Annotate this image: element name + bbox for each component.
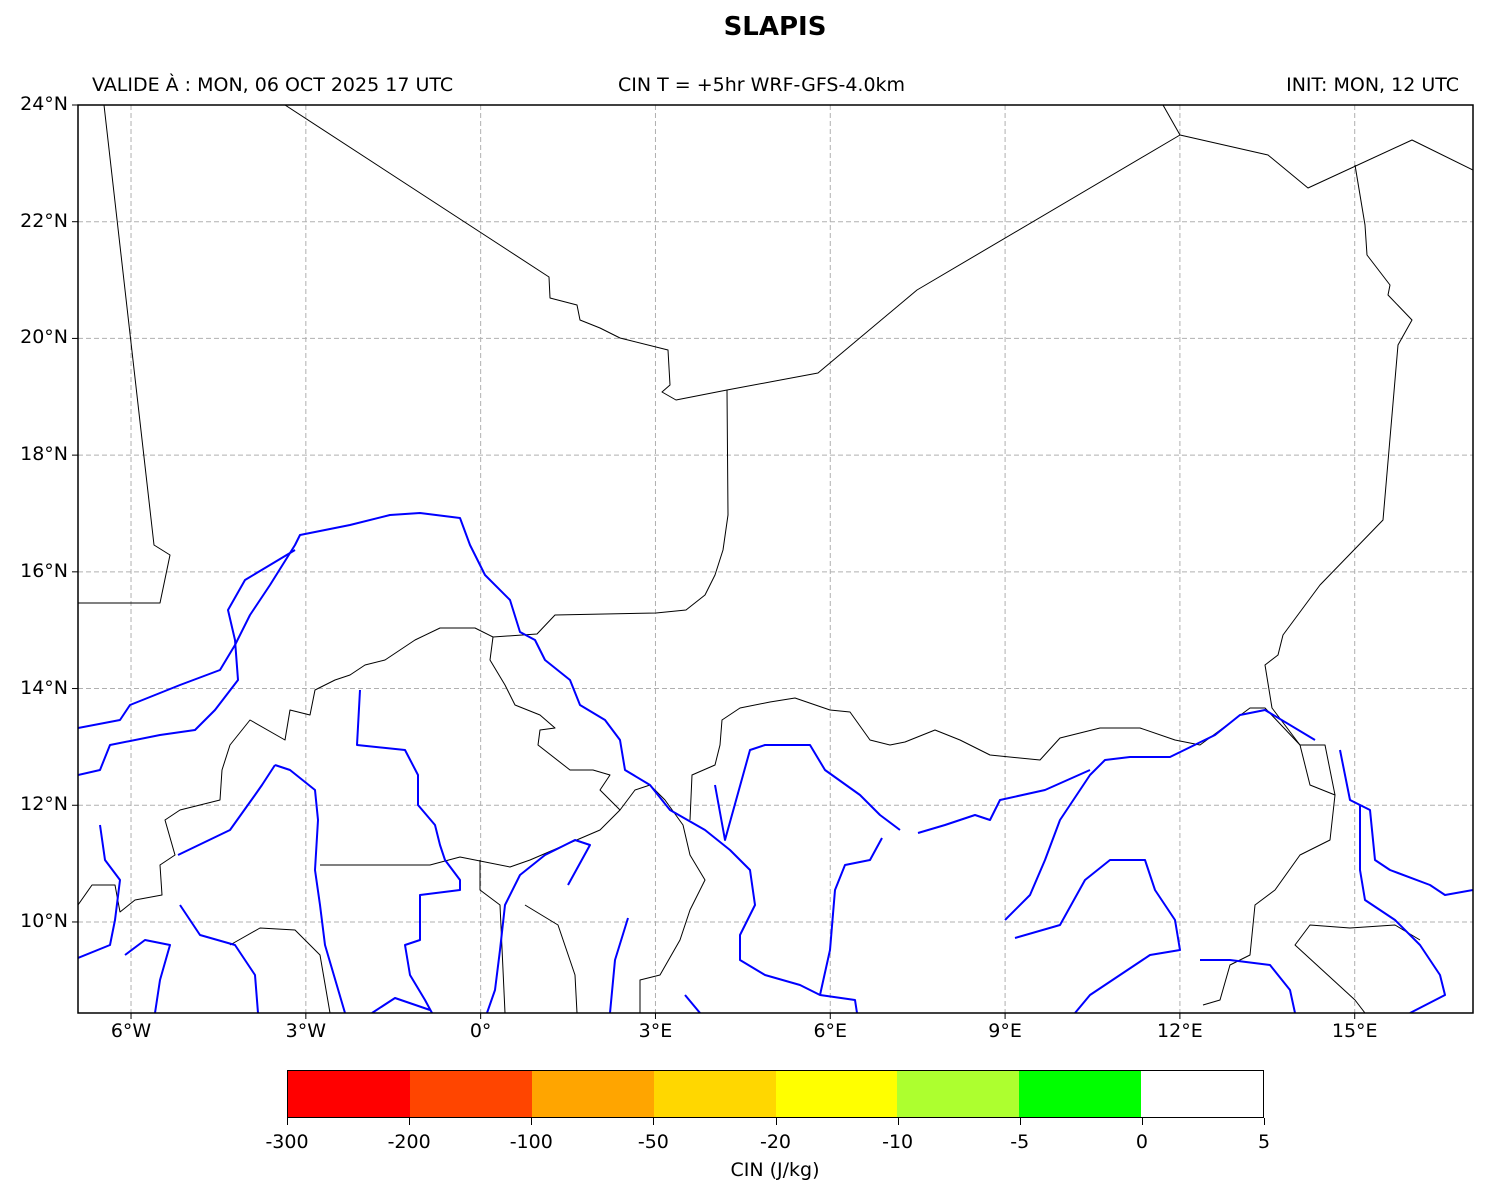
colorbar-label: CIN (J/kg): [730, 1159, 820, 1181]
lon-tick-label: 12°E: [1157, 1020, 1203, 1042]
lon-tick-label: 6°W: [110, 1020, 152, 1042]
lat-tick-label: 20°N: [20, 326, 68, 349]
colorbar-tick-label: -10: [882, 1131, 914, 1153]
lon-tick-label: 0°: [469, 1020, 492, 1042]
lon-tick-label: 9°E: [988, 1020, 1022, 1042]
colorbar-tick-label: -20: [759, 1131, 792, 1153]
lon-tick-label: 15°E: [1331, 1020, 1378, 1042]
colorbar-tick: [653, 1118, 655, 1125]
map-frame: [77, 104, 1474, 1014]
colorbar-tick-label: -200: [387, 1131, 431, 1153]
lat-tick-label: 18°N: [20, 443, 68, 466]
lon-tick-label: 6°E: [813, 1020, 848, 1042]
lat-tick-label: 14°N: [20, 676, 68, 699]
colorbar-segment: [409, 1071, 532, 1117]
lat-tick-label: 16°N: [20, 559, 68, 582]
colorbar-segment: [897, 1071, 1020, 1117]
lat-tick-label: 12°N: [20, 793, 68, 816]
lat-tick-label: 10°N: [20, 909, 68, 932]
lat-tick-label: 22°N: [20, 209, 68, 232]
valid-time: VALIDE À : MON, 06 OCT 2025 17 UTC: [92, 74, 454, 96]
colorbar-tick-label: -5: [1010, 1131, 1030, 1153]
colorbar-segment: [775, 1071, 898, 1117]
colorbar-segment: [531, 1071, 654, 1117]
colorbar-tick: [1264, 1118, 1265, 1125]
colorbar-tick: [1141, 1118, 1143, 1125]
colorbar-tick: [897, 1118, 899, 1125]
colorbar-tick-label: -100: [509, 1131, 553, 1153]
lat-tick-label: 24°N: [20, 93, 68, 115]
colorbar-tick-label: -50: [637, 1131, 669, 1153]
colorbar-tick: [409, 1118, 411, 1125]
colorbar-segment: [1141, 1071, 1263, 1117]
map-title: SLAPIS: [723, 12, 827, 42]
map-plot: [72, 104, 1474, 1019]
colorbar-tick: [775, 1118, 777, 1125]
colorbar-segment: [288, 1071, 410, 1117]
colorbar-tick: [287, 1118, 288, 1125]
country-borders: [78, 105, 1473, 1013]
lon-tick-label: 3°E: [638, 1020, 673, 1042]
colorbar-segment: [653, 1071, 776, 1117]
gridlines: [72, 104, 1473, 1019]
colorbar-tick: [531, 1118, 533, 1125]
init-time: INIT: MON, 12 UTC: [1286, 74, 1459, 96]
field-description: CIN T = +5hr WRF-GFS-4.0km: [618, 74, 906, 96]
colorbar: [287, 1070, 1264, 1118]
colorbar-tick-label: 0: [1135, 1131, 1148, 1153]
colorbar-segment: [1019, 1071, 1142, 1117]
lon-tick-label: 3°W: [285, 1020, 327, 1042]
rivers: [78, 512, 1473, 1013]
colorbar-tick-label: -300: [265, 1131, 309, 1153]
colorbar-tick: [1019, 1118, 1021, 1125]
colorbar-tick-label: 5: [1257, 1131, 1271, 1153]
